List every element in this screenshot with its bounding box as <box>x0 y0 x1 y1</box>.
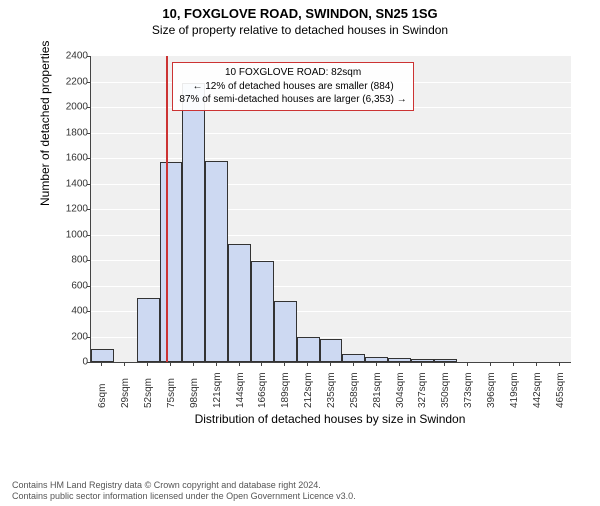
footer-line-2: Contains public sector information licen… <box>12 491 588 502</box>
property-marker-line <box>166 56 168 362</box>
y-tick-label: 200 <box>62 331 88 342</box>
x-tick-label: 304sqm <box>395 372 406 408</box>
histogram-bar <box>411 359 434 362</box>
page-subtitle: Size of property relative to detached ho… <box>0 23 600 37</box>
x-tick-label: 144sqm <box>235 372 246 408</box>
x-tick-label: 396sqm <box>486 372 497 408</box>
x-tick-mark <box>101 362 102 366</box>
x-tick-label: 373sqm <box>463 372 474 408</box>
x-tick-label: 258sqm <box>349 372 360 408</box>
y-tick-label: 1600 <box>62 153 88 164</box>
histogram-bar <box>251 261 274 362</box>
histogram-bar <box>365 357 388 362</box>
x-tick-mark <box>399 362 400 366</box>
histogram-bar <box>137 298 160 362</box>
y-tick-label: 400 <box>62 306 88 317</box>
y-tick-mark <box>87 260 91 261</box>
x-tick-mark <box>261 362 262 366</box>
y-tick-mark <box>87 235 91 236</box>
x-tick-label: 189sqm <box>280 372 291 408</box>
x-tick-label: 6sqm <box>97 384 108 408</box>
y-tick-label: 800 <box>62 255 88 266</box>
x-tick-label: 98sqm <box>189 378 200 408</box>
x-tick-mark <box>376 362 377 366</box>
y-tick-mark <box>87 286 91 287</box>
y-tick-label: 0 <box>62 357 88 368</box>
y-tick-label: 2400 <box>62 51 88 62</box>
y-tick-label: 600 <box>62 280 88 291</box>
histogram-bar <box>297 337 320 363</box>
chart-container: Number of detached properties 10 FOXGLOV… <box>40 52 590 432</box>
x-tick-mark <box>239 362 240 366</box>
x-tick-mark <box>559 362 560 366</box>
plot-area: 10 FOXGLOVE ROAD: 82sqm← 12% of detached… <box>90 56 571 363</box>
y-tick-mark <box>87 133 91 134</box>
x-tick-mark <box>193 362 194 366</box>
x-tick-mark <box>513 362 514 366</box>
x-tick-label: 235sqm <box>326 372 337 408</box>
page-title: 10, FOXGLOVE ROAD, SWINDON, SN25 1SG <box>0 6 600 21</box>
y-tick-label: 1000 <box>62 229 88 240</box>
footer-attribution: Contains HM Land Registry data © Crown c… <box>12 480 588 503</box>
y-tick-mark <box>87 107 91 108</box>
x-tick-mark <box>353 362 354 366</box>
gridline <box>91 158 571 159</box>
x-tick-mark <box>330 362 331 366</box>
y-tick-mark <box>87 337 91 338</box>
x-tick-label: 419sqm <box>509 372 520 408</box>
x-tick-label: 327sqm <box>417 372 428 408</box>
x-tick-label: 350sqm <box>440 372 451 408</box>
x-tick-label: 75sqm <box>166 378 177 408</box>
callout-line: 10 FOXGLOVE ROAD: 82sqm <box>179 66 406 80</box>
histogram-bar <box>205 161 228 362</box>
x-tick-label: 166sqm <box>257 372 268 408</box>
y-tick-mark <box>87 184 91 185</box>
y-tick-label: 1400 <box>62 178 88 189</box>
histogram-bar <box>388 358 411 362</box>
x-tick-label: 281sqm <box>372 372 383 408</box>
y-tick-label: 1200 <box>62 204 88 215</box>
histogram-bar <box>228 244 251 362</box>
histogram-bar <box>91 349 114 362</box>
y-tick-mark <box>87 311 91 312</box>
y-tick-label: 2000 <box>62 102 88 113</box>
callout-line: ← 12% of detached houses are smaller (88… <box>179 80 406 94</box>
gridline <box>91 133 571 134</box>
histogram-bar <box>320 339 343 362</box>
x-tick-mark <box>421 362 422 366</box>
x-tick-mark <box>490 362 491 366</box>
x-tick-label: 465sqm <box>555 372 566 408</box>
x-tick-label: 121sqm <box>212 372 223 408</box>
y-tick-mark <box>87 362 91 363</box>
footer-line-1: Contains HM Land Registry data © Crown c… <box>12 480 588 491</box>
y-tick-mark <box>87 209 91 210</box>
x-tick-label: 212sqm <box>303 372 314 408</box>
x-tick-mark <box>216 362 217 366</box>
x-tick-mark <box>284 362 285 366</box>
histogram-bar <box>160 162 183 362</box>
y-tick-mark <box>87 82 91 83</box>
x-tick-label: 29sqm <box>120 378 131 408</box>
y-tick-label: 1800 <box>62 127 88 138</box>
x-tick-mark <box>147 362 148 366</box>
x-tick-mark <box>307 362 308 366</box>
histogram-bar <box>182 83 205 362</box>
histogram-bar <box>342 354 365 362</box>
callout-line: 87% of semi-detached houses are larger (… <box>179 93 406 107</box>
x-tick-mark <box>467 362 468 366</box>
x-tick-mark <box>444 362 445 366</box>
histogram-bar <box>274 301 297 362</box>
y-tick-label: 2200 <box>62 76 88 87</box>
x-tick-mark <box>170 362 171 366</box>
y-tick-mark <box>87 56 91 57</box>
y-axis-label: Number of detached properties <box>38 41 52 206</box>
x-tick-label: 52sqm <box>143 378 154 408</box>
y-tick-mark <box>87 158 91 159</box>
x-tick-mark <box>124 362 125 366</box>
x-axis-label: Distribution of detached houses by size … <box>90 412 570 426</box>
property-callout: 10 FOXGLOVE ROAD: 82sqm← 12% of detached… <box>172 62 413 111</box>
x-tick-label: 442sqm <box>532 372 543 408</box>
x-tick-mark <box>536 362 537 366</box>
